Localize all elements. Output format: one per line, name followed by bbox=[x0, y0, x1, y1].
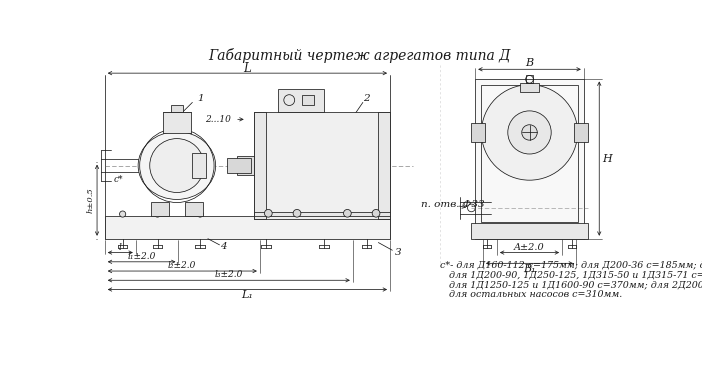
Text: H: H bbox=[602, 154, 612, 164]
Text: п. отв. Ф33: п. отв. Ф33 bbox=[421, 199, 484, 209]
Bar bbox=[254, 112, 390, 219]
Text: l₃±2.0: l₃±2.0 bbox=[215, 270, 243, 280]
Circle shape bbox=[265, 209, 272, 217]
Ellipse shape bbox=[138, 132, 216, 199]
Circle shape bbox=[119, 211, 126, 217]
Bar bbox=[520, 83, 539, 92]
Text: A±2.0: A±2.0 bbox=[514, 243, 545, 252]
Circle shape bbox=[372, 209, 380, 217]
Circle shape bbox=[293, 209, 301, 217]
Bar bbox=[378, 112, 390, 219]
Text: Габаритный чертеж агрегатов типа Д: Габаритный чертеж агрегатов типа Д bbox=[208, 48, 511, 63]
Text: для 1Д200-90, 1Д250-125, 1Д315-50 и 1Д315-71 с=190мм;: для 1Д200-90, 1Д250-125, 1Д315-50 и 1Д31… bbox=[440, 270, 702, 279]
Text: 3: 3 bbox=[395, 248, 401, 257]
Text: с*: с* bbox=[114, 175, 124, 184]
Bar bbox=[277, 89, 324, 112]
Bar bbox=[150, 202, 169, 216]
Text: l₁±2.0: l₁±2.0 bbox=[128, 252, 156, 261]
Text: с*- для Д160-112 с=175мм; для Д200-36 с=185мм; для Д320-50 с=215мм;: с*- для Д160-112 с=175мм; для Д200-36 с=… bbox=[440, 260, 702, 269]
Text: 1: 1 bbox=[197, 94, 204, 103]
Circle shape bbox=[482, 85, 578, 180]
Bar bbox=[471, 123, 485, 142]
Text: L₁: L₁ bbox=[241, 290, 253, 300]
Circle shape bbox=[343, 209, 351, 217]
Bar bbox=[163, 112, 191, 133]
Bar bbox=[237, 156, 254, 175]
Bar bbox=[185, 202, 203, 216]
Text: 4: 4 bbox=[220, 242, 227, 251]
Text: B₁: B₁ bbox=[523, 264, 536, 275]
Circle shape bbox=[197, 211, 203, 217]
Text: 2: 2 bbox=[364, 94, 370, 103]
Text: для остальных насосов с=310мм.: для остальных насосов с=310мм. bbox=[440, 290, 623, 299]
Text: l: l bbox=[119, 243, 121, 252]
Bar bbox=[227, 158, 251, 173]
Circle shape bbox=[522, 125, 537, 140]
Bar bbox=[254, 212, 390, 216]
Text: для 1Д1250-125 и 1Д1600-90 с=370мм; для 2Д2000-21 с=485мм;: для 1Д1250-125 и 1Д1600-90 с=370мм; для … bbox=[440, 280, 702, 289]
Bar bbox=[303, 95, 314, 105]
Circle shape bbox=[154, 211, 161, 217]
Bar bbox=[471, 223, 588, 239]
Bar bbox=[475, 79, 584, 239]
Text: h±0.5: h±0.5 bbox=[87, 187, 95, 213]
Bar bbox=[574, 123, 588, 142]
Circle shape bbox=[150, 139, 204, 192]
Bar bbox=[192, 153, 206, 178]
Bar bbox=[171, 105, 183, 112]
Circle shape bbox=[364, 211, 370, 217]
Text: l₂±2.0: l₂±2.0 bbox=[168, 261, 197, 270]
Circle shape bbox=[321, 211, 327, 217]
Bar bbox=[105, 216, 390, 239]
Text: L: L bbox=[244, 62, 251, 75]
Text: 2...10: 2...10 bbox=[205, 115, 231, 124]
Circle shape bbox=[508, 111, 551, 154]
Text: B: B bbox=[525, 58, 534, 68]
Bar bbox=[482, 85, 578, 222]
Bar bbox=[254, 112, 266, 219]
Bar bbox=[526, 75, 534, 83]
Circle shape bbox=[263, 211, 269, 217]
